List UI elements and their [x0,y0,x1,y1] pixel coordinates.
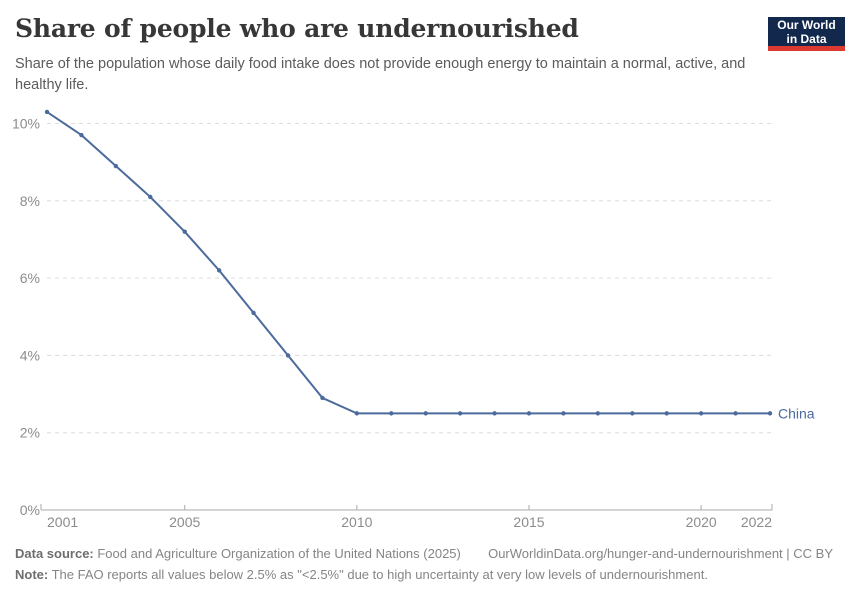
data-point[interactable] [526,411,532,416]
page-title: Share of people who are undernourished [15,14,579,43]
data-point[interactable] [148,194,153,200]
x-tick-label: 2022 [741,514,772,530]
data-line-china[interactable] [46,110,771,415]
data-point[interactable] [630,411,635,416]
data-point[interactable] [492,411,497,416]
page-subtitle: Share of the population whose daily food… [15,56,746,93]
data-point[interactable] [113,163,119,169]
x-tick-label: 2005 [169,514,200,530]
data-point[interactable] [561,411,566,416]
data-point[interactable] [182,229,187,234]
data-point[interactable] [664,411,669,416]
data-point[interactable] [457,411,463,416]
x-tick-label: 2001 [47,514,78,530]
data-source-text: Food and Agriculture Organization of the… [93,546,461,561]
y-tick-label: 8% [20,193,40,209]
y-tick-label: 4% [20,347,40,363]
data-source-line: Data source: Food and Agriculture Organi… [15,546,461,561]
data-point[interactable] [767,411,773,416]
x-tick-label: 2020 [686,514,717,530]
x-tick-label: 2010 [341,514,372,530]
y-tick-label: 2% [20,425,40,441]
y-tick-label: 10% [12,116,40,132]
data-point[interactable] [698,411,704,416]
owid-logo-line1: Our World [777,17,836,32]
owid-logo[interactable]: Our World in Data [768,17,845,51]
data-point[interactable] [44,109,50,115]
data-point[interactable] [251,310,256,316]
note-label: Note: [15,567,49,582]
series-label-china[interactable]: China [778,405,815,421]
data-point[interactable] [79,132,84,138]
y-tick-label: 0% [20,502,40,518]
data-source-label: Data source: [15,546,94,561]
owid-logo-line2: in Data [786,31,827,46]
data-point[interactable] [320,395,325,401]
data-point[interactable] [733,411,738,416]
owid-url-link[interactable]: OurWorldinData.org/hunger-and-undernouri… [488,546,833,561]
data-point[interactable] [595,411,601,416]
chart-footer: Data source: Food and Agriculture Organi… [15,546,833,582]
data-point[interactable] [285,353,291,358]
note-text: The FAO reports all values below 2.5% as… [48,567,708,582]
data-point[interactable] [389,411,394,416]
data-point[interactable] [216,268,222,273]
data-point[interactable] [354,411,360,416]
note-line: Note: The FAO reports all values below 2… [15,567,833,582]
x-tick-label: 2015 [513,514,544,530]
data-point[interactable] [423,411,428,416]
y-tick-label: 6% [20,270,40,286]
